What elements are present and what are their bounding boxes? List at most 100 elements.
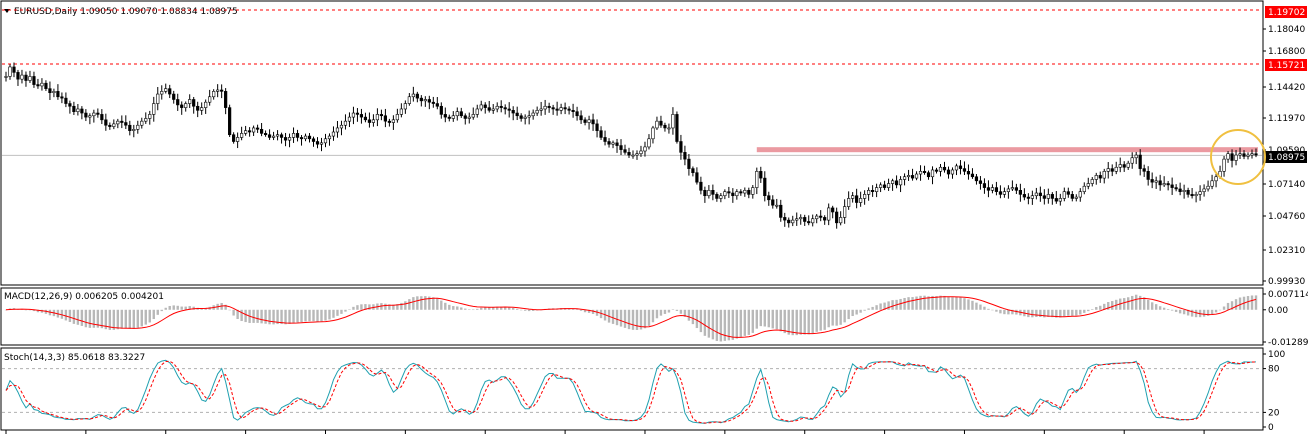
candle[interactable] xyxy=(1142,164,1146,177)
candle[interactable] xyxy=(1254,148,1258,158)
candle[interactable] xyxy=(719,193,723,203)
candle[interactable] xyxy=(1046,188,1050,204)
candle[interactable] xyxy=(539,101,543,116)
candle[interactable] xyxy=(168,84,172,99)
candle[interactable] xyxy=(184,101,188,112)
candle[interactable] xyxy=(60,92,64,104)
candle[interactable] xyxy=(547,102,551,113)
candle[interactable] xyxy=(1042,189,1046,205)
candle[interactable] xyxy=(455,107,459,121)
candle[interactable] xyxy=(1114,161,1118,175)
candle[interactable] xyxy=(1182,184,1186,199)
candle[interactable] xyxy=(112,119,116,130)
candle[interactable] xyxy=(555,101,559,116)
candle[interactable] xyxy=(739,189,743,196)
candle[interactable] xyxy=(683,145,687,166)
candle[interactable] xyxy=(879,182,883,193)
candle[interactable] xyxy=(104,113,108,131)
candle[interactable] xyxy=(627,147,631,158)
candle[interactable] xyxy=(244,125,248,136)
candle[interactable] xyxy=(475,104,479,118)
candle[interactable] xyxy=(954,163,959,176)
candle[interactable] xyxy=(1230,149,1234,168)
candle[interactable] xyxy=(343,114,348,130)
candle[interactable] xyxy=(639,145,643,157)
candle[interactable] xyxy=(811,214,815,227)
candle[interactable] xyxy=(355,108,360,122)
candle[interactable] xyxy=(339,120,344,136)
candle[interactable] xyxy=(1250,149,1254,159)
candle[interactable] xyxy=(367,112,372,128)
candle[interactable] xyxy=(695,167,699,185)
candle[interactable] xyxy=(699,176,703,195)
candle[interactable] xyxy=(84,109,88,122)
candle[interactable] xyxy=(160,85,164,100)
candle[interactable] xyxy=(571,103,575,118)
candle[interactable] xyxy=(140,117,144,129)
candle[interactable] xyxy=(503,104,507,115)
candle[interactable] xyxy=(24,71,28,87)
candle[interactable] xyxy=(527,110,531,125)
candle[interactable] xyxy=(403,100,407,114)
candle[interactable] xyxy=(1058,193,1062,206)
candle[interactable] xyxy=(958,160,963,175)
candle[interactable] xyxy=(1074,194,1078,202)
candle[interactable] xyxy=(1082,182,1086,195)
candle[interactable] xyxy=(1106,162,1110,179)
candle[interactable] xyxy=(248,127,252,137)
candle[interactable] xyxy=(667,123,671,134)
candle[interactable] xyxy=(56,84,60,100)
candle[interactable] xyxy=(815,214,819,224)
candle[interactable] xyxy=(611,140,615,149)
candle[interactable] xyxy=(679,134,683,160)
candle[interactable] xyxy=(906,169,911,181)
candle[interactable] xyxy=(791,215,795,227)
candle[interactable] xyxy=(863,190,867,205)
candle[interactable] xyxy=(751,185,755,199)
candle[interactable] xyxy=(152,96,156,122)
candle[interactable] xyxy=(108,122,112,130)
candle[interactable] xyxy=(623,144,627,155)
candle[interactable] xyxy=(287,133,292,148)
candle[interactable] xyxy=(914,171,919,181)
candle[interactable] xyxy=(970,168,975,179)
candle[interactable] xyxy=(835,207,839,229)
candle[interactable] xyxy=(1002,187,1007,198)
candle[interactable] xyxy=(279,132,284,144)
candle[interactable] xyxy=(1214,173,1218,188)
resistance-zone-band[interactable] xyxy=(756,147,1258,153)
candle[interactable] xyxy=(587,115,591,130)
candle[interactable] xyxy=(531,109,535,120)
candle[interactable] xyxy=(36,78,40,89)
candle[interactable] xyxy=(731,188,735,203)
candle[interactable] xyxy=(631,150,635,159)
candle[interactable] xyxy=(240,126,244,141)
candle[interactable] xyxy=(707,185,711,199)
candle[interactable] xyxy=(1038,186,1042,202)
candle[interactable] xyxy=(819,210,823,222)
candle[interactable] xyxy=(263,130,268,137)
candle[interactable] xyxy=(176,93,180,111)
candle[interactable] xyxy=(1122,161,1126,172)
candle[interactable] xyxy=(128,120,132,136)
candle[interactable] xyxy=(48,81,52,101)
candle[interactable] xyxy=(986,180,991,198)
candle[interactable] xyxy=(1098,171,1102,183)
candle[interactable] xyxy=(323,133,328,148)
candle[interactable] xyxy=(1194,191,1198,203)
candle[interactable] xyxy=(76,103,80,116)
candle[interactable] xyxy=(499,100,503,113)
candle[interactable] xyxy=(783,212,787,227)
candle[interactable] xyxy=(619,139,623,156)
candle[interactable] xyxy=(208,89,212,106)
candle[interactable] xyxy=(1158,174,1162,191)
candle[interactable] xyxy=(799,214,803,225)
candle[interactable] xyxy=(1066,187,1070,198)
candle[interactable] xyxy=(4,71,8,82)
candle[interactable] xyxy=(415,91,419,103)
candle[interactable] xyxy=(930,166,935,185)
candle[interactable] xyxy=(371,114,376,127)
candle[interactable] xyxy=(575,106,579,121)
candle[interactable] xyxy=(938,163,943,177)
